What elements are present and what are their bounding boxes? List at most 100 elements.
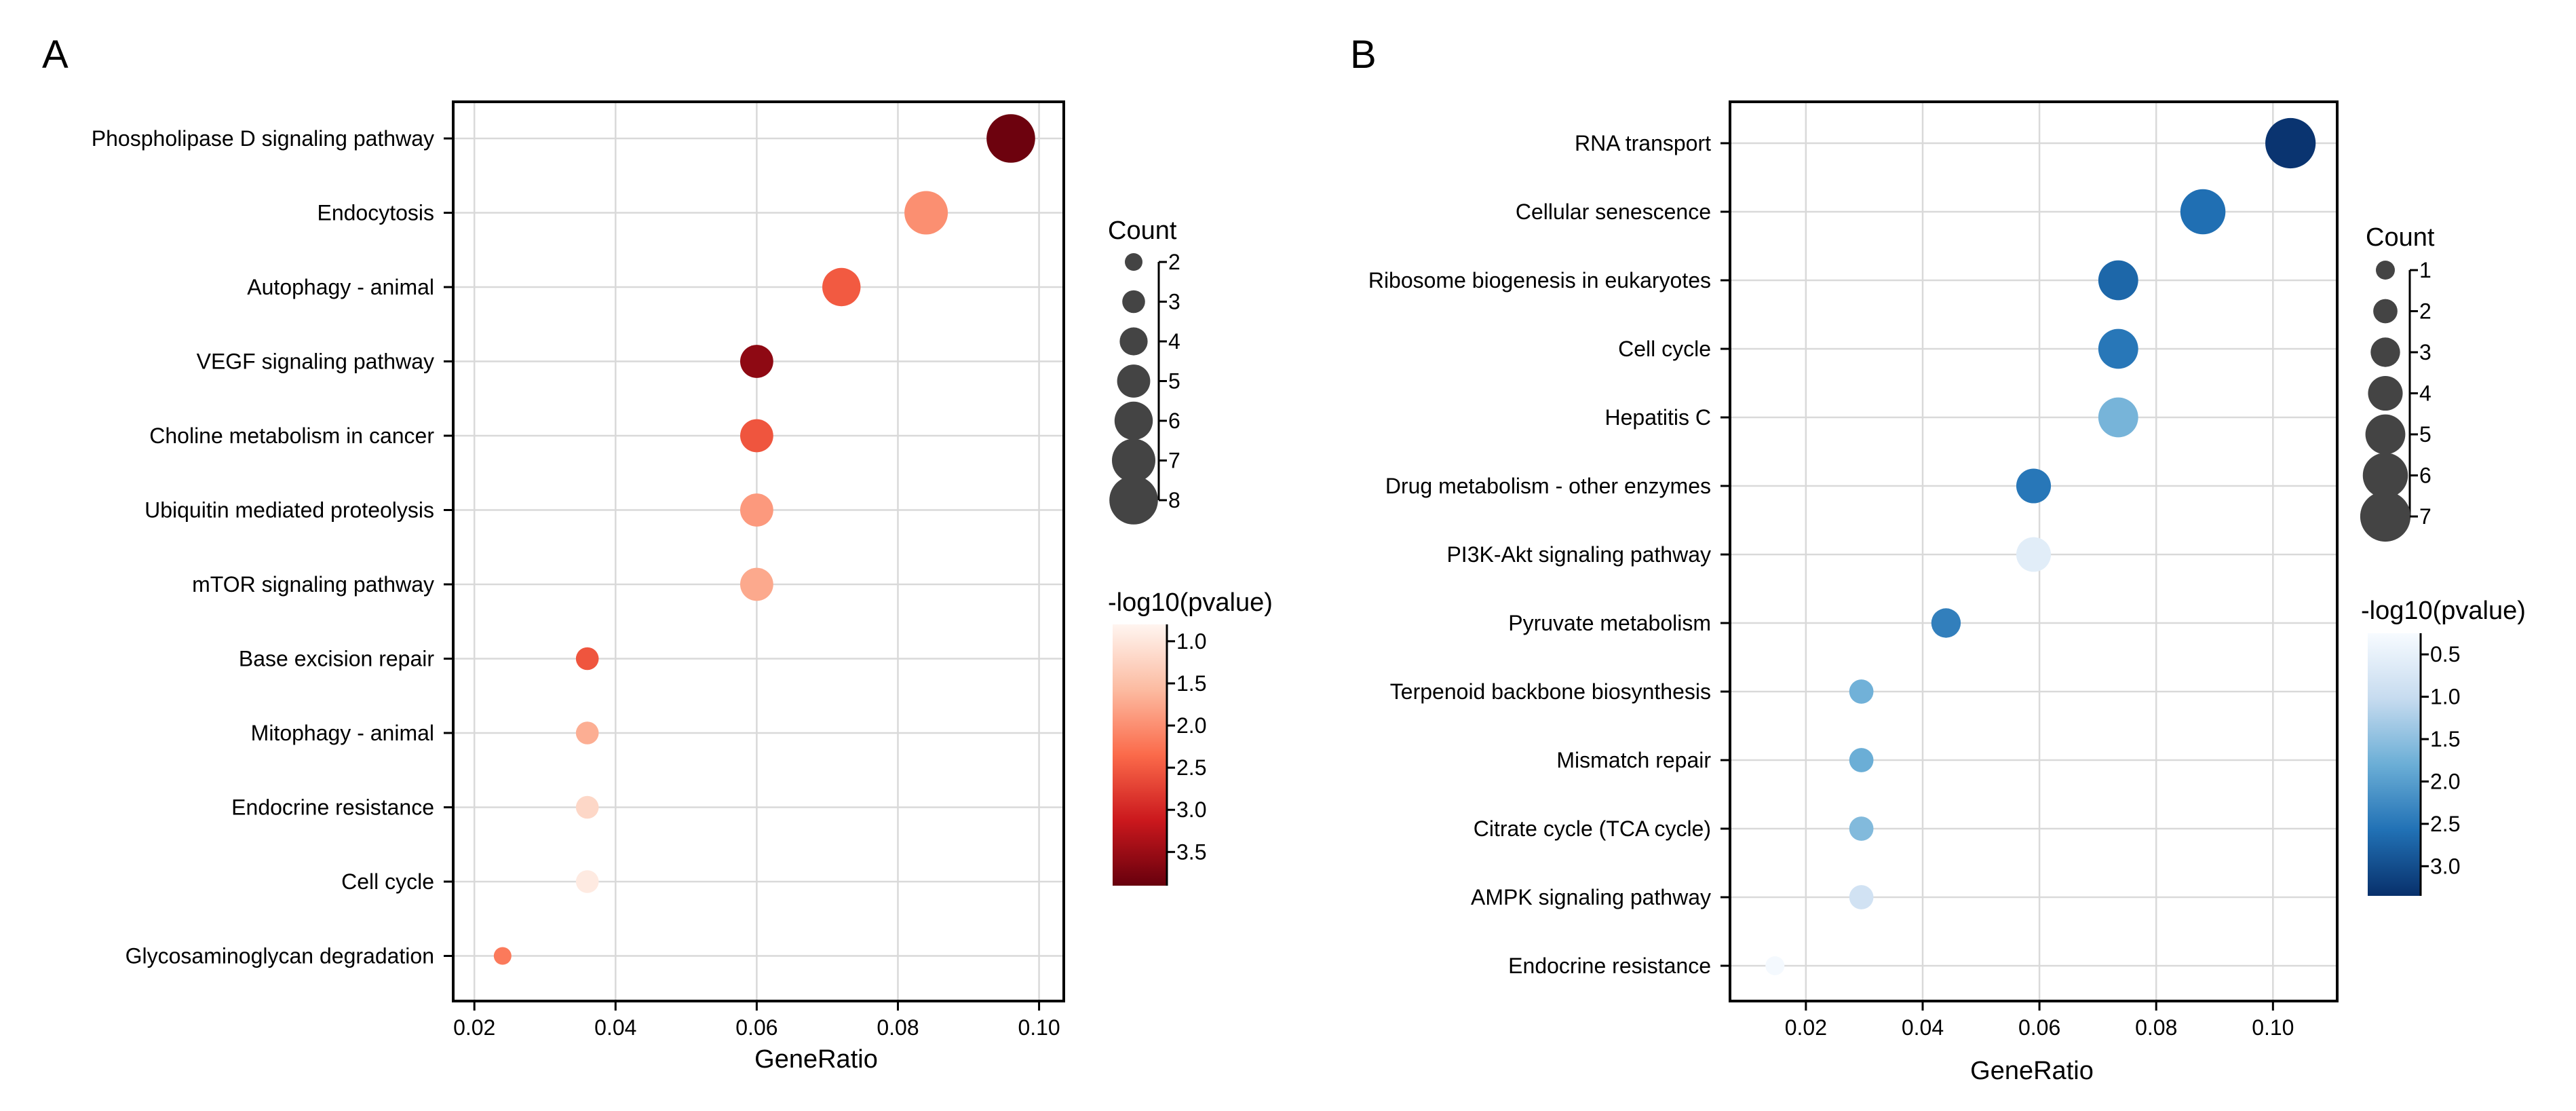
panel-a-size-legend-label: 4 xyxy=(1168,329,1180,354)
panel-a-size-legend-label: 5 xyxy=(1168,369,1180,394)
panel-b-point xyxy=(2098,397,2138,438)
panel-a-category-label: mTOR signaling pathway xyxy=(192,572,434,597)
panel-b-x-axis: 0.02 0.04 0.06 0.08 0.10 xyxy=(1785,1001,2294,1040)
panel-a-colorbar-label: 1.5 xyxy=(1176,671,1206,696)
panel-b-points xyxy=(1765,117,2316,975)
panel-b-size-legend-marker xyxy=(2373,299,2398,324)
panel-a-x-tick-label: 0.02 xyxy=(453,1015,495,1040)
panel-a-colorbar-label: 3.5 xyxy=(1176,840,1206,864)
panel-b-colorbar-label: 2.5 xyxy=(2430,812,2460,836)
panel-a-category-label: Autophagy - animal xyxy=(247,275,434,299)
panel-b-colorbar-title: -log10(pvalue) xyxy=(2361,597,2526,625)
panel-b-category-label: AMPK signaling pathway xyxy=(1471,885,1711,909)
panel-b-point xyxy=(2016,537,2052,572)
panel-b-color-legend: -log10(pvalue) 0.5 1.0 1.5 2.0 2.5 3.0 xyxy=(2361,597,2526,896)
panel-b-size-legend-marker xyxy=(2360,491,2411,542)
panel-b-plot-frame xyxy=(1729,100,2339,1002)
panel-b-point xyxy=(1849,885,1874,909)
panel-b-colorbar-label: 1.5 xyxy=(2430,727,2460,751)
panel-a-size-legend-marker xyxy=(1117,364,1151,398)
panel-b-size-legend-label: 2 xyxy=(2419,299,2431,324)
panel-a-category-label: Mitophagy - animal xyxy=(251,721,434,745)
panel-a-size-legend-marker xyxy=(1112,438,1155,483)
panel-a-category-label: Endocrine resistance xyxy=(231,795,434,820)
panel-a-grid xyxy=(453,102,1064,1001)
panel-b-x-tick-label: 0.06 xyxy=(2018,1015,2060,1040)
panel-b-size-legend-marker xyxy=(2368,375,2403,411)
panel-a-category-label: Base excision repair xyxy=(239,647,434,671)
panel-b-point xyxy=(2180,189,2226,235)
panel-a-point xyxy=(739,345,773,378)
panel-a-colorbar-label: 3.0 xyxy=(1176,797,1206,822)
panel-a-plot-frame xyxy=(452,100,1065,1002)
panel-a-x-tick-label: 0.06 xyxy=(735,1015,777,1040)
panel-a-category-label: Ubiquitin mediated proteolysis xyxy=(145,498,434,523)
panel-a-x-tick-label: 0.08 xyxy=(877,1015,919,1040)
panel-a-point xyxy=(739,493,773,527)
panel-a-colorbar-label: 2.5 xyxy=(1176,755,1206,780)
panel-b-point xyxy=(2016,468,2052,504)
panel-b-point xyxy=(2265,117,2316,169)
panel-b-size-legend-marker xyxy=(2376,261,2395,280)
panel-b-x-tick-label: 0.04 xyxy=(1902,1015,1944,1040)
panel-b-size-legend-label: 7 xyxy=(2419,504,2431,529)
panel-a-point xyxy=(739,419,773,453)
panel-a-category-label: Phospholipase D signaling pathway xyxy=(92,126,434,151)
panel-b: B RNA transport Cellular senescence Riboso… xyxy=(1350,33,2526,1085)
panel-letter-a: A xyxy=(42,33,69,77)
panel-letter-b: B xyxy=(1350,33,1377,77)
panel-b-size-legend-title: Count xyxy=(2366,223,2435,252)
panel-a-point xyxy=(739,567,773,601)
panel-a-size-legend-marker xyxy=(1125,253,1142,271)
panel-b-category-label: Pyruvate metabolism xyxy=(1508,611,1711,635)
panel-b-colorbar-label: 0.5 xyxy=(2430,642,2460,666)
panel-a-points xyxy=(493,114,1035,965)
panel-b-category-label: Cellular senescence xyxy=(1516,200,1711,224)
panel-b-x-tick-label: 0.02 xyxy=(1785,1015,1827,1040)
panel-a-size-legend-label: 7 xyxy=(1168,449,1180,473)
panel-a-size-legend: Count 2 3 4 5 6 7 8 xyxy=(1108,216,1180,525)
panel-a-size-legend-title: Count xyxy=(1108,216,1177,245)
panel-b-size-legend-marker xyxy=(2365,414,2406,455)
panel-b-x-tick-label: 0.10 xyxy=(2252,1015,2294,1040)
panel-b-category-label: RNA transport xyxy=(1575,131,1711,155)
panel-a-size-legend-label: 3 xyxy=(1168,290,1180,314)
panel-b-point xyxy=(1931,608,1961,638)
panel-a-x-axis-title: GeneRatio xyxy=(754,1045,878,1074)
panel-b-size-legend: Count 1 2 3 4 5 6 7 xyxy=(2360,223,2435,542)
panel-a-category-label: Cell cycle xyxy=(341,869,434,894)
panel-b-point xyxy=(2098,260,2138,301)
panel-a-y-axis: Phospholipase D signaling pathway Endocyt… xyxy=(92,126,453,968)
panel-b-size-legend-label: 4 xyxy=(2419,381,2431,406)
panel-b-category-label: Mismatch repair xyxy=(1556,748,1711,772)
panel-a-point xyxy=(575,870,599,893)
panel-a-point xyxy=(904,191,948,235)
panel-b-category-label: Citrate cycle (TCA cycle) xyxy=(1474,816,1711,841)
panel-b-colorbar-label: 3.0 xyxy=(2430,854,2460,878)
panel-a-category-label: Endocytosis xyxy=(317,201,434,225)
panel-a-point xyxy=(493,947,512,965)
panel-a-point xyxy=(822,267,861,307)
panel-a-colorbar-label: 1.0 xyxy=(1176,629,1206,654)
panel-a-colorbar-label: 2.0 xyxy=(1176,713,1206,738)
panel-b-x-axis-title: GeneRatio xyxy=(1970,1057,2094,1085)
panel-a-x-tick-label: 0.04 xyxy=(594,1015,636,1040)
panel-b-size-legend-marker xyxy=(2362,453,2408,498)
panel-b-point xyxy=(2098,328,2138,369)
panel-b-point xyxy=(1849,679,1874,704)
panel-b-category-label: PI3K-Akt signaling pathway xyxy=(1446,542,1711,567)
panel-a-x-axis: 0.02 0.04 0.06 0.08 0.10 xyxy=(453,1001,1060,1040)
panel-b-category-label: Drug metabolism - other enzymes xyxy=(1385,474,1711,498)
panel-a-point xyxy=(575,647,599,671)
panel-b-point xyxy=(1849,816,1874,841)
panel-b-point xyxy=(1765,956,1785,975)
panel-b-x-tick-label: 0.08 xyxy=(2135,1015,2177,1040)
panel-a: A Phospholipase D signaling pathway Endoc… xyxy=(42,33,1273,1074)
panel-a-size-legend-marker xyxy=(1109,476,1158,525)
panel-a-size-legend-marker xyxy=(1122,290,1145,314)
panel-b-size-legend-label: 3 xyxy=(2419,340,2431,364)
panel-b-category-label: Terpenoid backbone biosynthesis xyxy=(1390,679,1711,704)
panel-a-point xyxy=(986,114,1035,163)
panel-a-colorbar-title: -log10(pvalue) xyxy=(1108,588,1273,617)
